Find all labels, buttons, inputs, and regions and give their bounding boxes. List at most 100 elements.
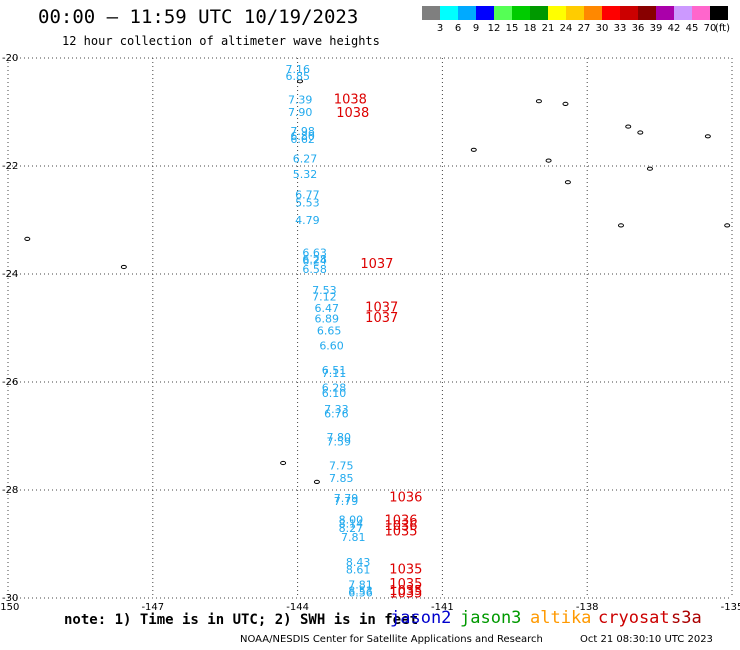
pressure-label: 1038	[336, 106, 369, 121]
lon-tick-label: -150	[0, 602, 19, 613]
legend-tick-label: 9	[473, 23, 479, 34]
pressure-label: 1036	[389, 490, 422, 505]
pressure-label: 1036	[384, 519, 417, 534]
wave-height-label: 6.89	[314, 312, 339, 325]
lon-tick-label: -144	[286, 602, 309, 613]
legend-unit-label: (ft)	[715, 23, 730, 34]
lon-tick-label: -141	[431, 602, 454, 613]
pressure-label: 1035	[384, 525, 417, 540]
wave-height-label: 6.47	[314, 302, 339, 315]
legend-tick-label: 30	[596, 23, 609, 34]
wave-height-label: 7.75	[329, 460, 354, 473]
pressure-label: 1038	[334, 93, 367, 108]
legend-swatch	[710, 6, 728, 20]
credit-line: NOAA/NESDIS Center for Satellite Applica…	[240, 634, 543, 645]
wave-height-label: 6.56	[348, 587, 373, 600]
island-outline	[545, 158, 552, 163]
wave-height-label: 7.11	[322, 367, 347, 380]
wave-height-label: 7.12	[312, 291, 337, 304]
legend-swatch	[494, 6, 512, 20]
island-outline	[564, 180, 571, 185]
island-outline	[646, 166, 653, 171]
wave-height-label: 7.59	[327, 435, 352, 448]
mission-cryosat: cryosat	[598, 608, 670, 628]
wave-height-label: 6.28	[322, 381, 347, 394]
legend-swatch	[458, 6, 476, 20]
legend-tick-label: 27	[578, 23, 591, 34]
lon-tick-label: -138	[576, 602, 599, 613]
wave-height-label: 6.80	[290, 130, 315, 143]
legend-swatch	[674, 6, 692, 20]
wave-height-label: 7.90	[288, 106, 313, 119]
legend-swatch	[638, 6, 656, 20]
wave-height-label: 8.43	[346, 556, 371, 569]
wave-height-label: 7.53	[312, 284, 337, 297]
pressure-label: 1035	[389, 587, 422, 602]
lat-tick-label: -22	[2, 161, 18, 172]
pressure-label: 1037	[360, 257, 393, 272]
wave-height-label: 6.28	[302, 253, 327, 266]
wave-height-label: 7.85	[329, 472, 354, 485]
wave-height-label: 6.24	[302, 255, 327, 268]
legend-swatch	[440, 6, 458, 20]
island-outline	[562, 101, 569, 107]
wave-height-label: 6.77	[295, 189, 320, 202]
wave-height-label: 4.79	[295, 214, 320, 227]
wave-height-label: 7.39	[288, 94, 313, 107]
page-subtitle: 12 hour collection of altimeter wave hei…	[62, 34, 380, 48]
lat-tick-label: -26	[2, 377, 18, 388]
pressure-label: 1035	[389, 584, 422, 599]
wave-height-label: 8.27	[339, 522, 364, 535]
island-outline	[724, 223, 731, 228]
legend-tick-label: 42	[668, 23, 681, 34]
lat-tick-label: -30	[2, 593, 18, 604]
wave-height-label: 8.00	[339, 514, 364, 527]
pressure-label: 1036	[384, 514, 417, 529]
legend-tick-label: 6	[455, 23, 461, 34]
wave-height-label: 7.80	[327, 431, 352, 444]
wave-height-label: 6.63	[302, 246, 327, 259]
legend-swatch	[422, 6, 440, 20]
legend-swatch	[476, 6, 494, 20]
island-outline	[617, 223, 624, 228]
wave-height-label: 6.62	[290, 133, 315, 146]
legend-tick-label: 39	[650, 23, 663, 34]
legend-tick-label: 3	[437, 23, 443, 34]
legend-tick-label: 45	[686, 23, 699, 34]
legend-swatch	[548, 6, 566, 20]
legend-tick-label: 24	[560, 23, 573, 34]
legend-swatch	[620, 6, 638, 20]
lat-tick-label: -20	[2, 53, 18, 64]
legend-swatch	[566, 6, 584, 20]
island-outline	[625, 124, 632, 129]
generation-timestamp: Oct 21 08:30:10 UTC 2023	[580, 634, 713, 645]
island-outline	[637, 130, 644, 135]
wave-height-map: -150 -147 -144 -141 -138 -135 -20 -22 -24 -26 -28 -…	[0, 53, 740, 613]
wave-height-color-legend: 3 6 9 12 15 18 21 24 27 30 33 36 39 42 45 70(ft)	[422, 6, 730, 34]
mission-jason3: jason3	[460, 608, 522, 628]
legend-swatch	[602, 6, 620, 20]
legend-tick-label: 70	[704, 23, 717, 34]
wave-height-label: 7.98	[290, 125, 315, 138]
wave-height-label: 8.53	[348, 584, 373, 597]
lat-tick-label: -28	[2, 485, 18, 496]
pressure-label: 1037	[365, 300, 398, 315]
legend-tick-label: 18	[524, 23, 537, 34]
legend-tick-label: 21	[542, 23, 555, 34]
legend-tick-label: 12	[488, 23, 501, 34]
wave-height-label: 6.85	[286, 70, 311, 83]
legend-swatch	[692, 6, 710, 20]
page-title: 00:00 – 11:59 UTC 10/19/2023	[38, 6, 359, 28]
wave-height-label: 5.32	[293, 168, 318, 181]
wave-height-label: 7.79	[334, 492, 359, 505]
island-outline	[120, 264, 127, 270]
wave-height-label: 7.16	[286, 63, 311, 76]
legend-tick-label: 15	[506, 23, 519, 34]
legend-swatch	[584, 6, 602, 20]
legend-swatch	[530, 6, 548, 20]
island-outline	[704, 134, 711, 139]
lon-tick-label: -147	[141, 602, 164, 613]
mission-s3a: s3a	[671, 608, 702, 628]
wave-height-label: 6.27	[293, 152, 318, 165]
wave-height-label: 7.33	[324, 403, 349, 416]
